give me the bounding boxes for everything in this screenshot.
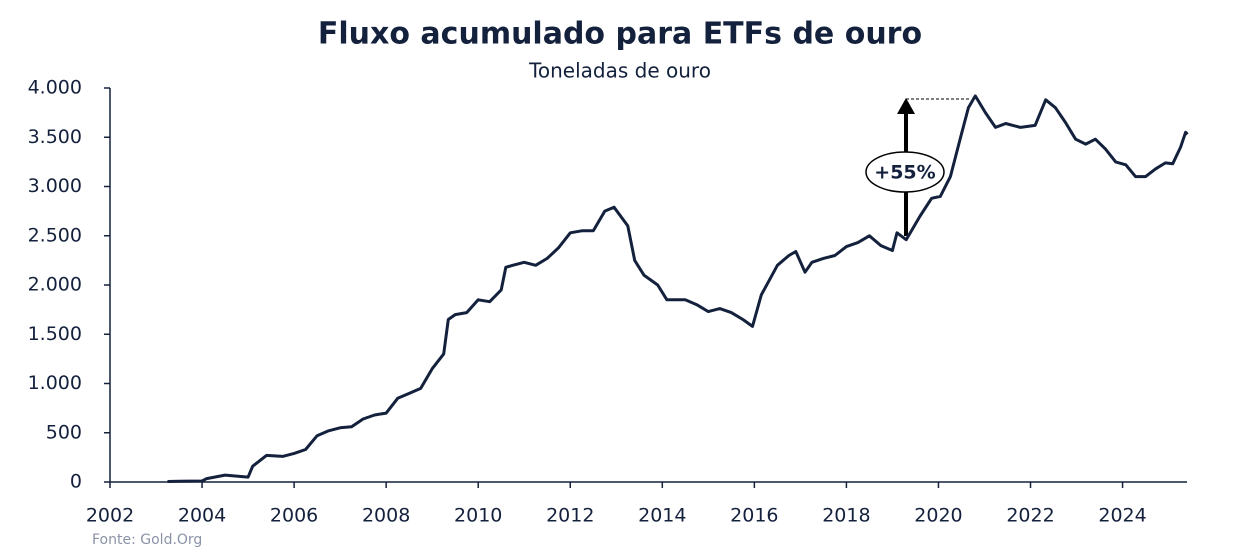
y-tick-label: 1.500 bbox=[28, 323, 82, 345]
annotation-label: +55% bbox=[874, 162, 935, 184]
y-tick-label: 2.500 bbox=[28, 224, 82, 246]
y-tick-label: 3.500 bbox=[28, 126, 82, 148]
x-tick-label: 2002 bbox=[86, 505, 134, 527]
y-tick-label: 2.000 bbox=[28, 274, 82, 296]
x-tick-label: 2022 bbox=[1006, 505, 1054, 527]
y-tick-label: 0 bbox=[70, 471, 82, 493]
line bbox=[167, 94, 1189, 483]
x-tick-label: 2012 bbox=[546, 505, 594, 527]
x-tick-label: 2024 bbox=[1098, 505, 1146, 527]
y-tick-label: 1.000 bbox=[28, 372, 82, 394]
x-tick-label: 2014 bbox=[638, 505, 686, 527]
x-tick-label: 2008 bbox=[362, 505, 410, 527]
x-tick-label: 2020 bbox=[914, 505, 962, 527]
y-tick-label: 4.000 bbox=[28, 77, 82, 99]
annotation-arrow: +55% bbox=[865, 98, 970, 236]
x-tick-label: 2010 bbox=[454, 505, 502, 527]
x-tick-label: 2004 bbox=[178, 505, 226, 527]
annotation-bubble bbox=[865, 151, 945, 193]
y-tick-label: 500 bbox=[46, 421, 82, 443]
arrow-head bbox=[897, 98, 915, 114]
x-tick-label: 2018 bbox=[822, 505, 870, 527]
y-tick-label: 3.000 bbox=[28, 175, 82, 197]
x-tick-label: 2016 bbox=[730, 505, 778, 527]
x-tick-label: 2006 bbox=[270, 505, 318, 527]
source: Fonte: Gold.Org bbox=[92, 532, 202, 548]
chart-title: Fluxo acumulado para ETFs de ouro bbox=[318, 17, 922, 52]
chart-subtitle: Toneladas de ouro bbox=[528, 59, 711, 83]
